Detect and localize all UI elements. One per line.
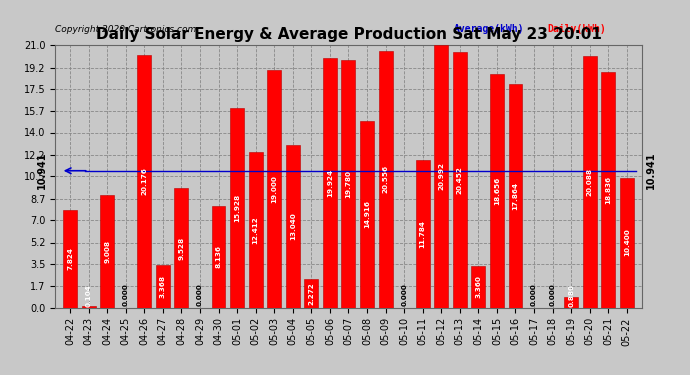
Text: Copyright 2020 Cartronics.com: Copyright 2020 Cartronics.com <box>55 26 197 34</box>
Text: 2.272: 2.272 <box>308 282 315 304</box>
Bar <box>416 160 430 308</box>
Bar <box>81 306 96 308</box>
Bar <box>564 297 578 307</box>
Text: 20.452: 20.452 <box>457 166 463 194</box>
Text: 14.916: 14.916 <box>364 200 370 228</box>
Bar <box>360 121 374 308</box>
Bar <box>248 152 263 308</box>
Bar <box>100 195 114 308</box>
Text: 0.000: 0.000 <box>401 284 407 306</box>
Text: 3.368: 3.368 <box>160 275 166 298</box>
Bar <box>156 266 170 308</box>
Text: 0.104: 0.104 <box>86 284 92 307</box>
Text: 18.656: 18.656 <box>494 177 500 205</box>
Bar <box>601 72 615 308</box>
Text: 10.941: 10.941 <box>646 152 656 189</box>
Bar <box>379 51 393 308</box>
Bar <box>509 84 522 308</box>
Text: 9.008: 9.008 <box>104 240 110 263</box>
Text: 0.000: 0.000 <box>197 284 203 306</box>
Text: 12.412: 12.412 <box>253 216 259 244</box>
Bar <box>63 210 77 308</box>
Text: 20.088: 20.088 <box>586 168 593 196</box>
Bar <box>137 55 151 308</box>
Text: 0.000: 0.000 <box>531 284 537 306</box>
Bar <box>267 70 281 308</box>
Text: 8.136: 8.136 <box>215 245 221 268</box>
Text: 0.880: 0.880 <box>568 284 574 307</box>
Bar <box>304 279 318 308</box>
Text: 0.000: 0.000 <box>123 284 129 306</box>
Bar <box>323 58 337 308</box>
Text: 0.000: 0.000 <box>550 284 555 306</box>
Text: 19.924: 19.924 <box>327 169 333 197</box>
Text: 19.780: 19.780 <box>346 170 351 198</box>
Title: Daily Solar Energy & Average Production Sat May 23 20:01: Daily Solar Energy & Average Production … <box>95 27 602 42</box>
Text: 11.784: 11.784 <box>420 220 426 248</box>
Text: Daily(kWh): Daily(kWh) <box>548 24 607 34</box>
Text: 13.040: 13.040 <box>290 212 296 240</box>
Text: 20.556: 20.556 <box>382 165 388 193</box>
Bar <box>286 144 299 308</box>
Text: 7.824: 7.824 <box>67 247 73 270</box>
Text: 15.928: 15.928 <box>234 194 240 222</box>
Text: 18.836: 18.836 <box>605 176 611 204</box>
Text: 20.176: 20.176 <box>141 168 147 195</box>
Text: 10.400: 10.400 <box>624 229 630 256</box>
Text: 9.528: 9.528 <box>179 236 184 260</box>
Bar <box>434 45 448 308</box>
Text: 17.864: 17.864 <box>513 182 518 210</box>
Text: 10.941: 10.941 <box>37 152 47 189</box>
Bar <box>453 52 466 308</box>
Bar <box>230 108 244 307</box>
Bar <box>620 177 634 308</box>
Bar <box>342 60 355 308</box>
Text: 20.992: 20.992 <box>438 162 444 190</box>
Text: 3.360: 3.360 <box>475 275 482 298</box>
Text: 19.000: 19.000 <box>271 175 277 202</box>
Bar <box>175 188 188 308</box>
Text: Average(kWh): Average(kWh) <box>454 24 524 34</box>
Bar <box>490 74 504 307</box>
Bar <box>212 206 226 308</box>
Bar <box>471 266 485 308</box>
Bar <box>583 56 597 308</box>
